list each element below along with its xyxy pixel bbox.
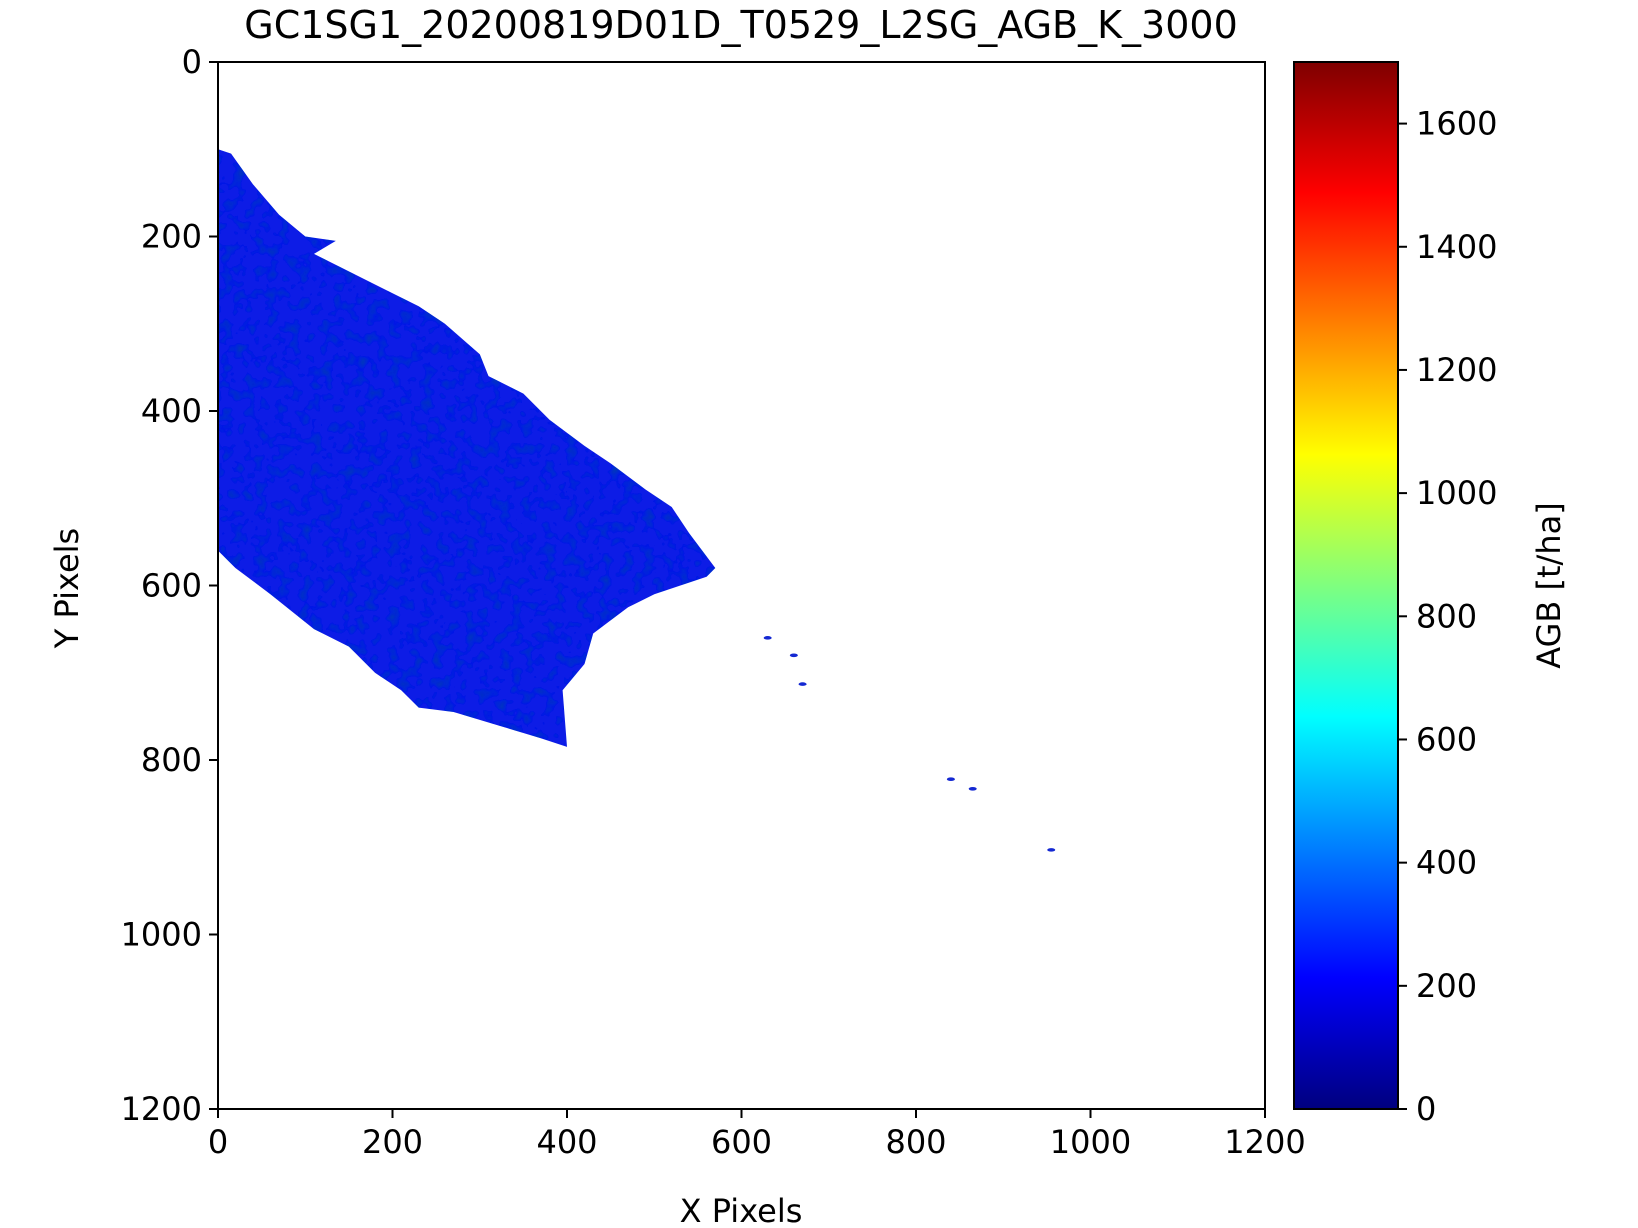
- colorbar-axis: 0 200 400 600 800 1000 1200 1400 1600: [1398, 105, 1497, 1128]
- y-tick-label: 1200: [121, 1090, 202, 1128]
- chart-title: GC1SG1_20200819D01D_T0529_L2SG_AGB_K_300…: [244, 3, 1238, 47]
- y-tick-label: 200: [141, 218, 202, 256]
- x-tick-label: 1200: [1224, 1123, 1305, 1161]
- x-tick-label: 400: [536, 1123, 597, 1161]
- y-tick-label: 0: [182, 43, 202, 81]
- colorbar-tick-label: 1000: [1416, 474, 1497, 512]
- agb-data-speck: [946, 777, 955, 781]
- agb-data-speck: [968, 786, 977, 791]
- agb-data-speck: [763, 636, 772, 640]
- y-tick-label: 800: [141, 741, 202, 779]
- y-tick-label: 1000: [121, 916, 202, 954]
- y-axis: 0 200 400 600 800 1000 1200: [121, 43, 218, 1128]
- heatmap-layer: [218, 149, 1056, 852]
- agb-data-region: [218, 149, 716, 747]
- x-tick-label: 0: [208, 1123, 228, 1161]
- agb-data-speck: [789, 653, 798, 658]
- x-tick-label: 1000: [1050, 1123, 1131, 1161]
- colorbar-tick-label: 600: [1416, 720, 1477, 758]
- colorbar-tick-label: 800: [1416, 597, 1477, 635]
- colorbar-tick-label: 1400: [1416, 228, 1497, 266]
- colorbar-tick-label: 0: [1416, 1090, 1436, 1128]
- colorbar-tick-label: 400: [1416, 844, 1477, 882]
- y-tick-label: 400: [141, 392, 202, 430]
- x-axis-label: X Pixels: [680, 1192, 803, 1228]
- agb-data-speck: [1047, 848, 1056, 852]
- colorbar-tick-label: 200: [1416, 967, 1477, 1005]
- agb-data-speck: [798, 682, 807, 686]
- x-tick-label: 200: [362, 1123, 423, 1161]
- x-tick-label: 600: [711, 1123, 772, 1161]
- colorbar-tick-label: 1200: [1416, 351, 1497, 389]
- y-tick-label: 600: [141, 567, 202, 605]
- x-tick-label: 800: [885, 1123, 946, 1161]
- colorbar-label: AGB [t/ha]: [1530, 502, 1568, 668]
- x-axis: 0 200 400 600 800 1000 1200: [208, 1109, 1306, 1161]
- colorbar-tick-label: 1600: [1416, 105, 1497, 143]
- y-axis-label: Y Pixels: [48, 528, 86, 649]
- colorbar: [1293, 61, 1399, 1110]
